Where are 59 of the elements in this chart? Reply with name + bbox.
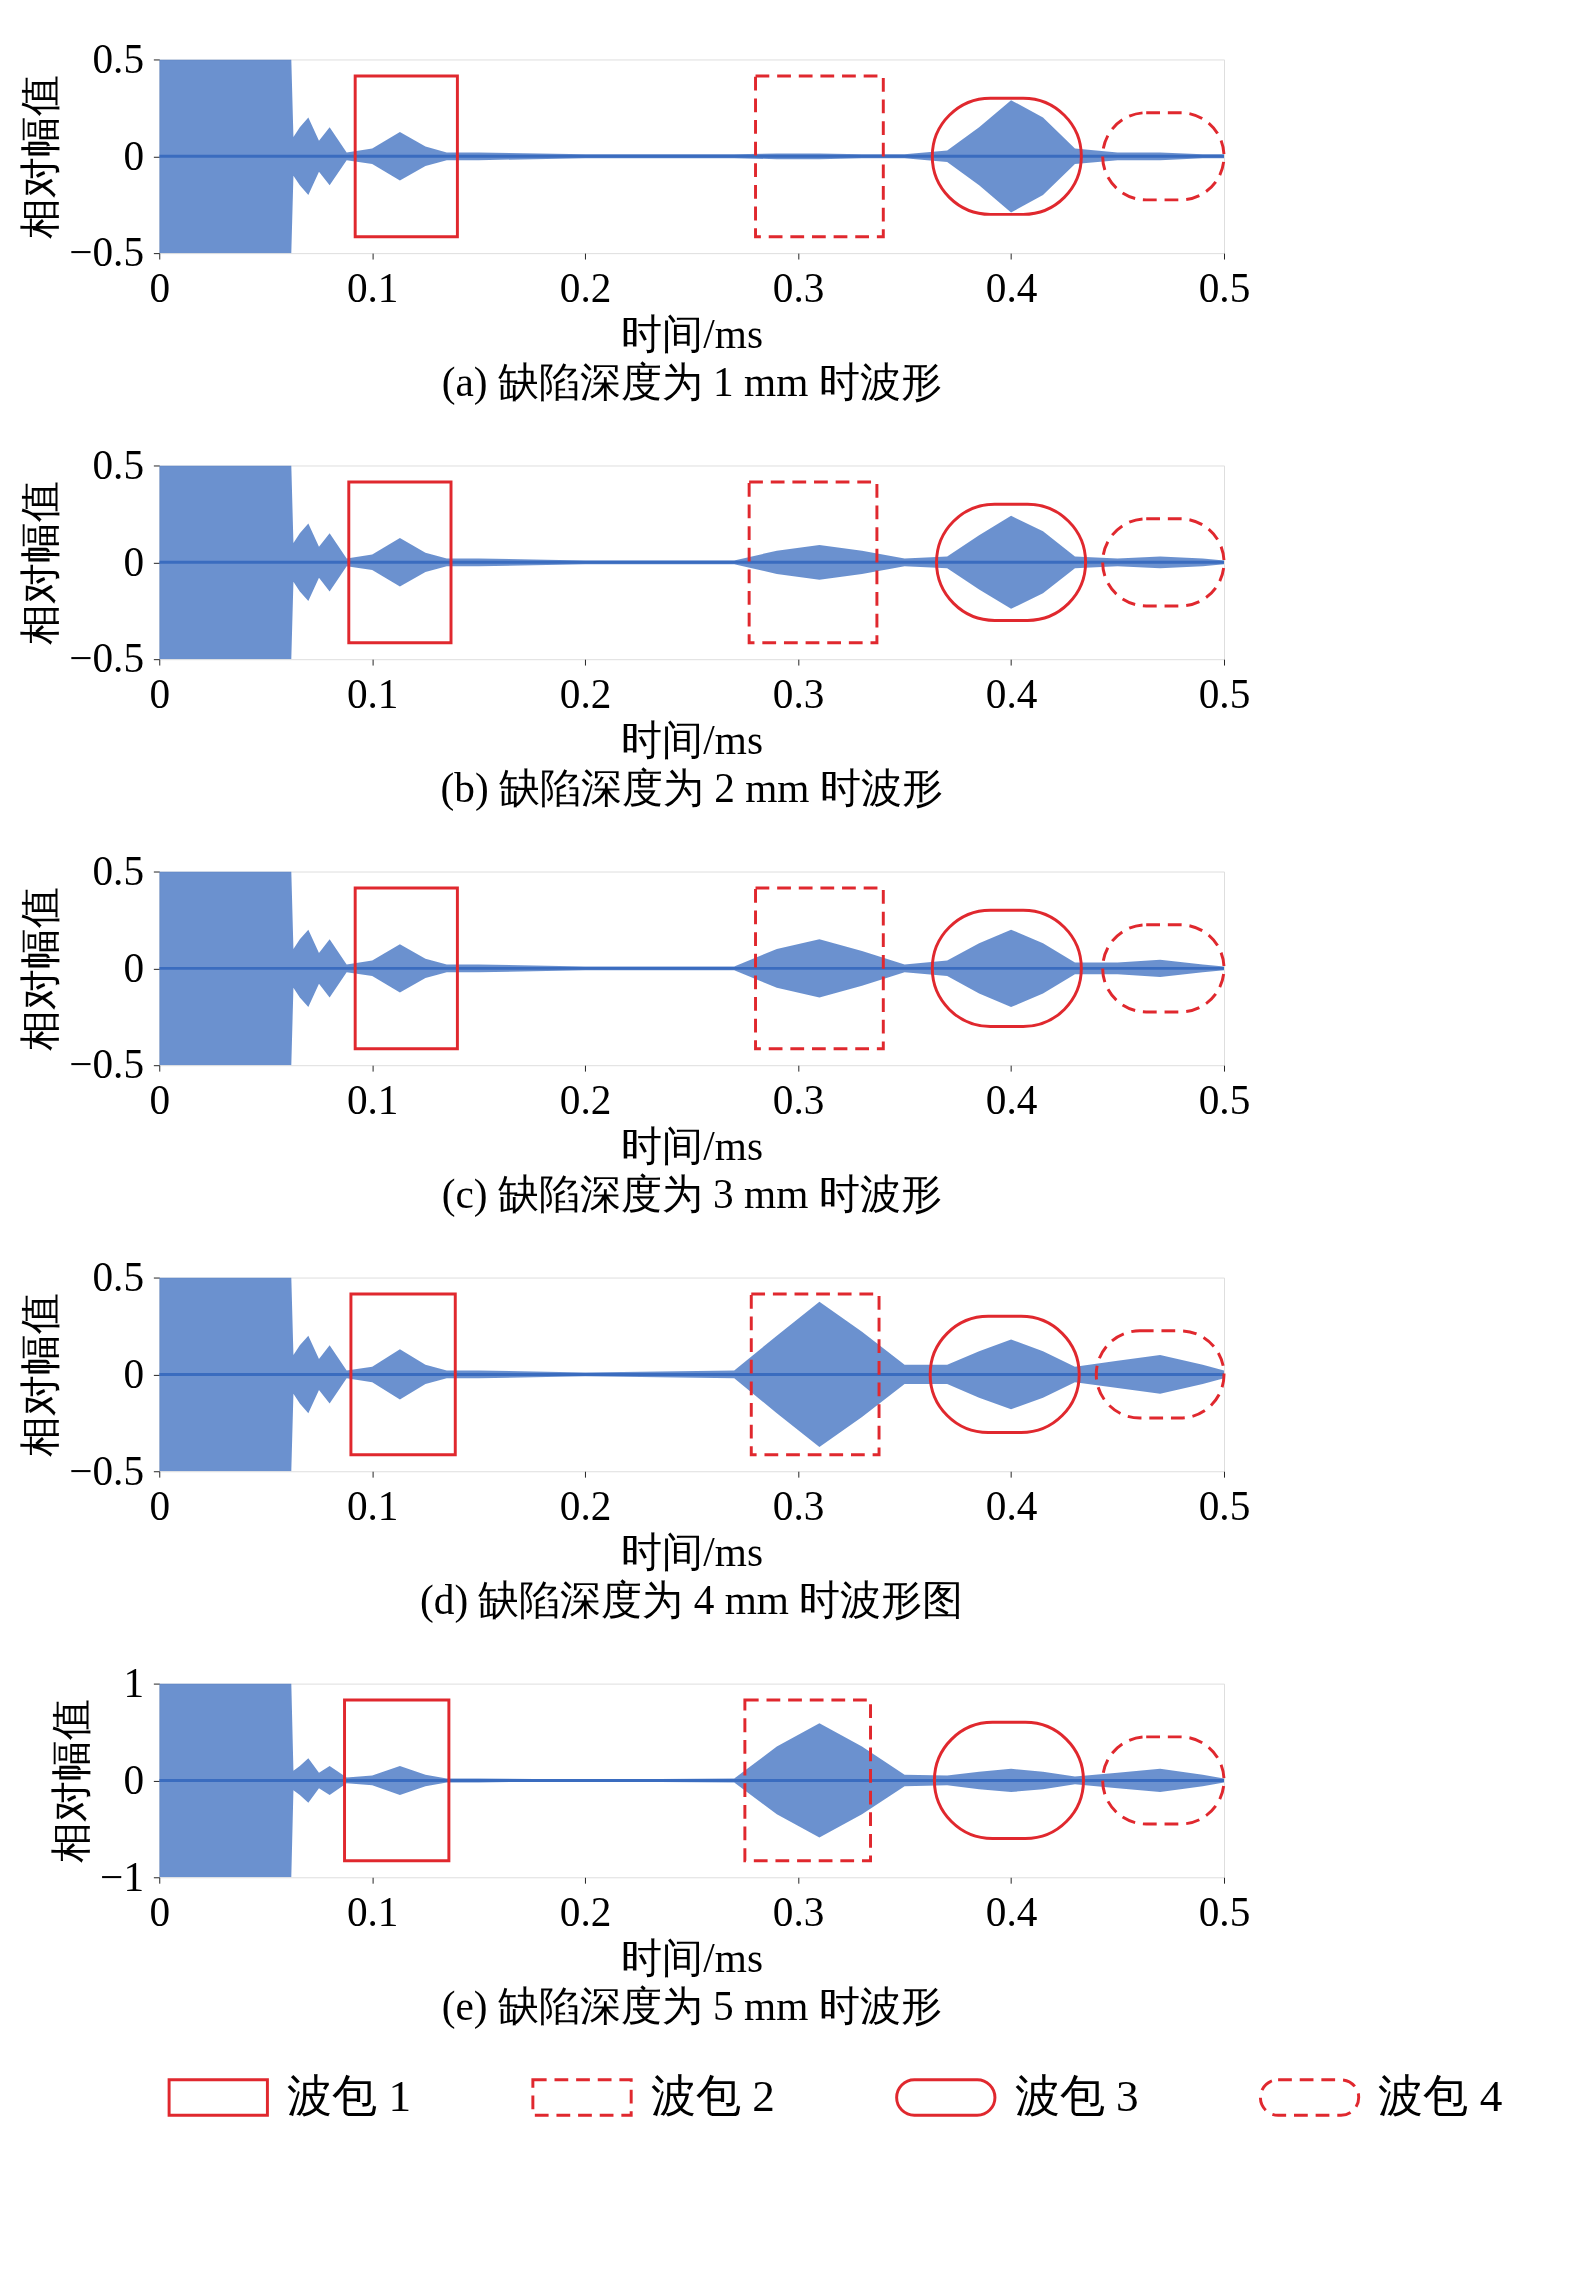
y-tick-label: −0.5 — [69, 635, 145, 682]
y-axis-title: 相对幅值 — [17, 74, 64, 239]
x-axis-title: 时间/ms — [621, 1123, 763, 1170]
text: 波包 1 — [287, 2071, 411, 2122]
y-tick-label: 0 — [123, 1756, 145, 1803]
y-tick-label: 0 — [123, 538, 145, 585]
x-axis-title: 时间/ms — [621, 717, 763, 764]
x-tick-label: 0.1 — [346, 1076, 399, 1123]
text: (d) 缺陷深度为 4 mm 时波形图 — [420, 1576, 964, 1624]
text: (c) 缺陷深度为 3 mm 时波形 — [441, 1170, 942, 1218]
x-tick-label: 0.1 — [346, 1888, 399, 1935]
x-tick-label: 0.2 — [559, 1888, 612, 1935]
y-tick-label: 0.5 — [92, 1253, 145, 1300]
y-axis-title: 相对幅值 — [17, 886, 64, 1051]
y-tick-label: 0.5 — [92, 441, 145, 488]
x-tick-label: 0.2 — [559, 670, 612, 717]
x-tick-label: 0.3 — [772, 1888, 825, 1935]
y-axis-title: 相对幅值 — [48, 1698, 95, 1863]
text: (a) 缺陷深度为 1 mm 时波形 — [441, 358, 942, 406]
text: (b) 缺陷深度为 2 mm 时波形 — [440, 764, 943, 812]
y-axis-title: 相对幅值 — [17, 480, 64, 645]
x-tick-label: 0.3 — [772, 670, 825, 717]
y-axis-title: 相对幅值 — [17, 1292, 64, 1457]
x-tick-label: 0.4 — [985, 1482, 1038, 1529]
text: (e) 缺陷深度为 5 mm 时波形 — [441, 1982, 942, 2030]
x-tick-label: 0.1 — [346, 670, 399, 717]
x-tick-label: 0.2 — [559, 264, 612, 311]
y-tick-label: 0.5 — [92, 35, 145, 82]
text: 波包 4 — [1378, 2071, 1503, 2122]
x-tick-label: 0.1 — [346, 1482, 399, 1529]
x-tick-label: 0.5 — [1198, 670, 1251, 717]
x-tick-label: 0.4 — [985, 670, 1038, 717]
x-tick-label: 0.3 — [772, 1482, 825, 1529]
x-tick-label: 0.2 — [559, 1076, 612, 1123]
y-tick-label: 0 — [123, 944, 145, 991]
y-tick-label: 1 — [123, 1659, 145, 1706]
y-tick-label: −0.5 — [69, 1447, 145, 1494]
x-tick-label: 0.3 — [772, 264, 825, 311]
x-tick-label: 0.5 — [1198, 1482, 1251, 1529]
x-tick-label: 0.4 — [985, 1076, 1038, 1123]
x-tick-label: 0.4 — [985, 1888, 1038, 1935]
x-axis-title: 时间/ms — [621, 1935, 763, 1982]
y-tick-label: 0.5 — [92, 847, 145, 894]
x-tick-label: 0.2 — [559, 1482, 612, 1529]
x-tick-label: 0.4 — [985, 264, 1038, 311]
x-tick-label: 0.1 — [346, 264, 399, 311]
text: 波包 2 — [650, 2071, 775, 2122]
x-tick-label: 0.3 — [772, 1076, 825, 1123]
y-tick-label: −0.5 — [69, 229, 145, 276]
x-tick-label: 0.5 — [1198, 1076, 1251, 1123]
y-tick-label: 0 — [123, 1350, 145, 1397]
x-tick-label: 0.5 — [1198, 1888, 1251, 1935]
x-tick-label: 0.5 — [1198, 264, 1251, 311]
text: 波包 3 — [1014, 2071, 1139, 2122]
x-axis-title: 时间/ms — [621, 1529, 763, 1576]
y-tick-label: 0 — [123, 132, 145, 179]
y-tick-label: −1 — [100, 1853, 145, 1900]
y-tick-label: −0.5 — [69, 1041, 145, 1088]
x-axis-title: 时间/ms — [621, 311, 763, 358]
